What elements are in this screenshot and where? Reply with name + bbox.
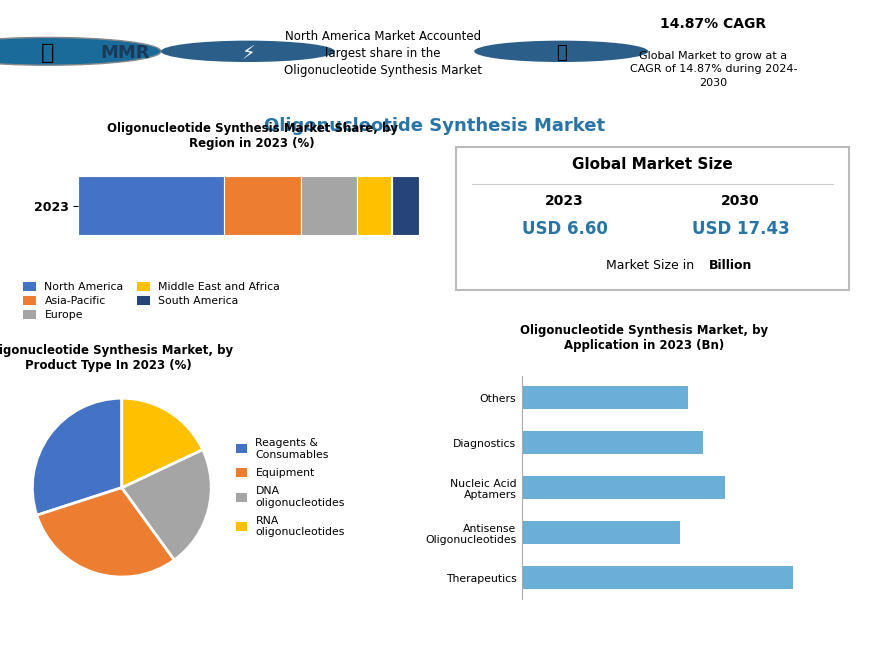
Text: ⚡: ⚡ — [241, 44, 255, 63]
Text: Oligonucleotide Synthesis Market, by
Application in 2023 (Bn): Oligonucleotide Synthesis Market, by App… — [519, 324, 767, 353]
Bar — [391, 176, 419, 235]
Wedge shape — [36, 488, 174, 577]
Text: 2023: 2023 — [545, 194, 583, 208]
Text: MMR: MMR — [100, 45, 149, 62]
Text: North America Market Accounted
largest share in the
Oligonucleotide Synthesis Ma: North America Market Accounted largest s… — [283, 30, 481, 77]
Legend: North America, Asia-Pacific, Europe, Middle East and Africa, South America: North America, Asia-Pacific, Europe, Mid… — [23, 282, 280, 321]
Wedge shape — [122, 398, 202, 488]
Wedge shape — [32, 398, 122, 515]
Wedge shape — [122, 450, 211, 560]
Text: USD 17.43: USD 17.43 — [691, 220, 788, 238]
Title: Oligonucleotide Synthesis Market Share, by
Region in 2023 (%): Oligonucleotide Synthesis Market Share, … — [107, 122, 397, 150]
Bar — [521, 521, 680, 544]
Text: 2030: 2030 — [720, 194, 759, 208]
Text: Global Market to grow at a
CAGR of 14.87% during 2024-
2030: Global Market to grow at a CAGR of 14.87… — [629, 51, 796, 87]
Circle shape — [161, 41, 335, 62]
Text: USD 6.60: USD 6.60 — [521, 220, 607, 238]
Text: Oligonucleotide Synthesis Market, by
Product Type In 2023 (%): Oligonucleotide Synthesis Market, by Pro… — [0, 344, 233, 372]
Text: 🌐: 🌐 — [41, 43, 55, 64]
Bar — [521, 566, 792, 589]
Bar — [78, 176, 224, 235]
Bar — [301, 176, 356, 235]
Bar — [356, 176, 391, 235]
Text: Market Size in: Market Size in — [606, 259, 698, 272]
Text: Oligonucleotide Synthesis Market: Oligonucleotide Synthesis Market — [264, 117, 605, 135]
Text: 14.87% CAGR: 14.87% CAGR — [660, 16, 766, 30]
Bar — [521, 386, 687, 410]
Circle shape — [474, 41, 647, 62]
Bar — [224, 176, 301, 235]
FancyBboxPatch shape — [456, 147, 847, 290]
Circle shape — [0, 38, 161, 65]
Bar — [521, 431, 702, 454]
Text: Global Market Size: Global Market Size — [572, 157, 732, 172]
Bar — [521, 476, 725, 500]
Text: 🔥: 🔥 — [555, 45, 566, 62]
Legend: Reagents &
Consumables, Equipment, DNA
oligonucleotides, RNA
oligonucleotides: Reagents & Consumables, Equipment, DNA o… — [235, 438, 344, 537]
Text: Billion: Billion — [708, 259, 752, 272]
